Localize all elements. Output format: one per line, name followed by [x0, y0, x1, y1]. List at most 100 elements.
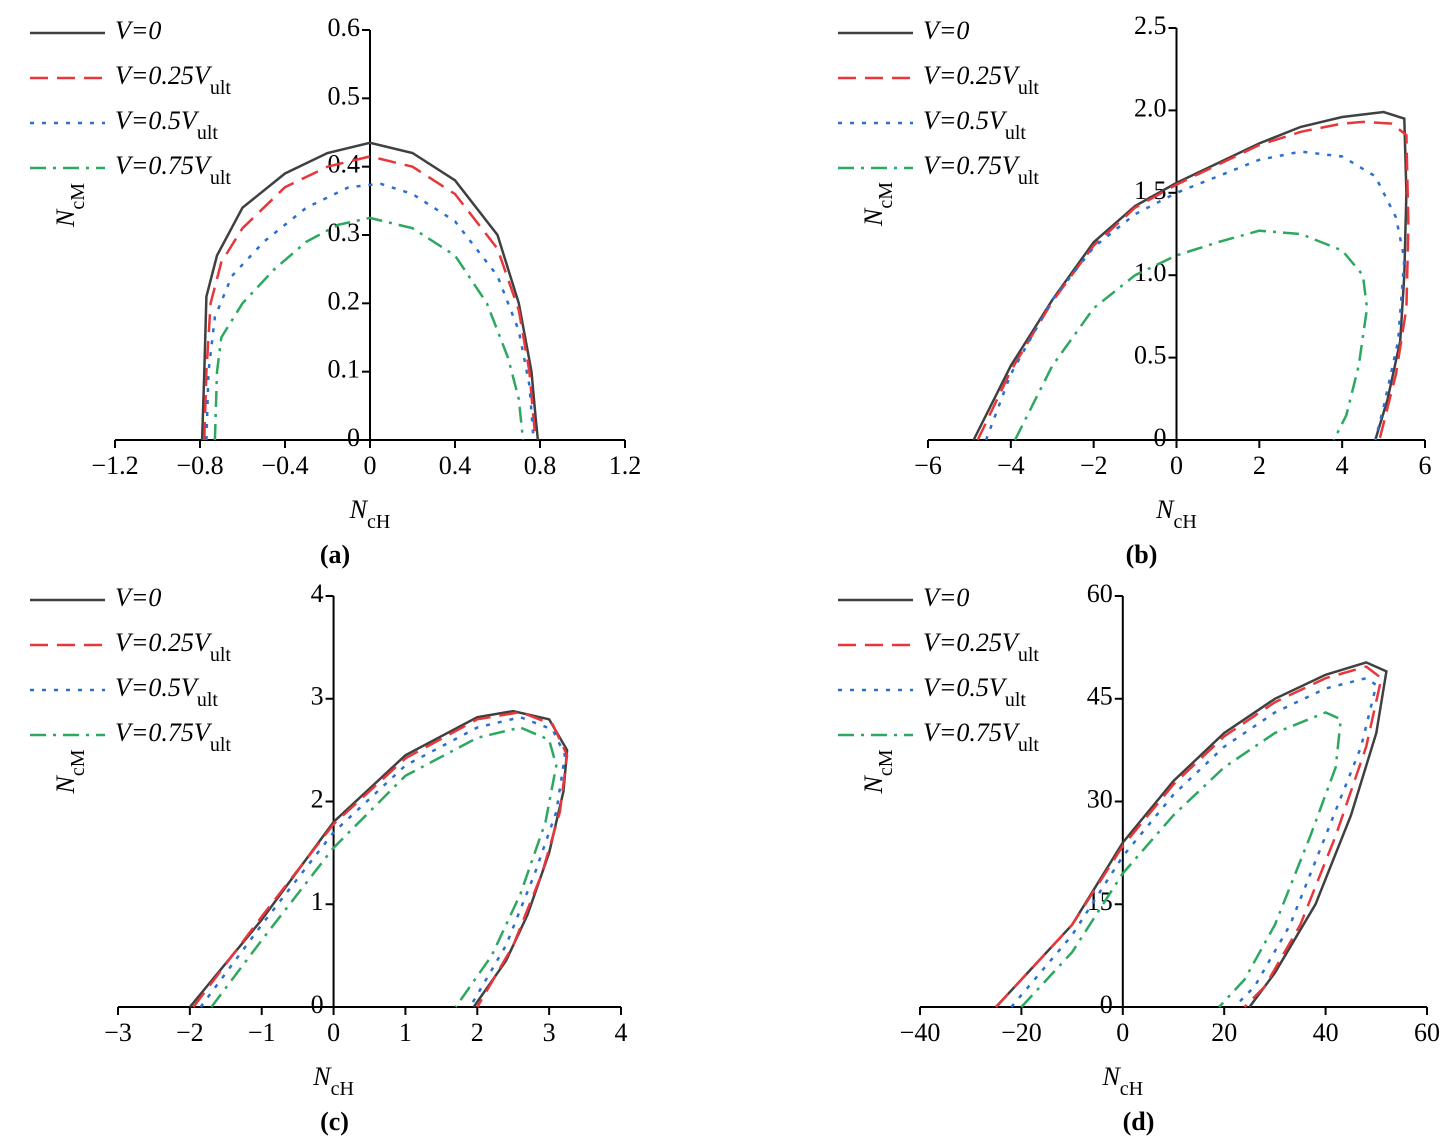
panel: −40 −20 0 20 40 60015304560V=0V=0.25VultV=0.5… [838, 579, 1440, 1136]
legend-label: V=0 [115, 16, 161, 45]
x-tick-label: 2 [471, 1018, 484, 1047]
series-line [1013, 229, 1369, 441]
legend-label-sub: ult [197, 122, 219, 144]
legend-label-sub: ult [210, 167, 232, 189]
y-tick-label: 0 [1100, 990, 1113, 1019]
legend-label: V=0.25Vult [923, 628, 1039, 666]
legend-label-sub: ult [1005, 689, 1027, 711]
x-axis-label-main: N [349, 495, 369, 524]
series-line [995, 665, 1383, 1008]
legend-label: V=0 [115, 583, 161, 612]
legend-label: V=0.25Vult [115, 628, 231, 666]
panel: −3 −2 −1 0 1 2 3 401234V=0V=0.25VultV=0.5VultV=… [30, 579, 628, 1136]
y-tick-label: 2.0 [1134, 93, 1167, 122]
panel: −1.2 −0.8 −0.4 0 0.4 0.8 1.200.10.20.30.40.50.… [30, 13, 641, 569]
x-axis-label: NcH [1101, 1062, 1143, 1100]
series-line [192, 710, 569, 1008]
x-tick-label: −3 [104, 1018, 132, 1047]
y-axis-label-sub: cM [875, 182, 897, 209]
x-tick-label: 0 [327, 1018, 340, 1047]
x-axis-label-main: N [1155, 495, 1175, 524]
x-tick-label: 2 [1253, 451, 1266, 480]
x-tick-label: 1 [399, 1018, 412, 1047]
y-tick-label: 45 [1087, 682, 1113, 711]
x-tick-label: 0.8 [524, 451, 557, 480]
legend-label-main: V=0.75V [923, 151, 1021, 180]
y-tick-label: 0.5 [328, 81, 361, 110]
legend-label-main: V=0.25V [923, 61, 1021, 90]
y-tick-label: 0 [1154, 423, 1167, 452]
y-axis-label-sub: cM [67, 749, 89, 776]
y-axis-label-main: N [859, 775, 888, 795]
x-tick-label: 0 [1170, 451, 1183, 480]
legend-label-main: V=0.75V [115, 151, 213, 180]
series-line [199, 715, 567, 1008]
x-tick-label: −40 [900, 1018, 941, 1047]
legend-label-main: V=0 [115, 583, 161, 612]
series-line [188, 709, 569, 1008]
y-tick-label: 0.4 [328, 150, 361, 179]
series-line [995, 661, 1388, 1008]
y-axis-label-main: N [51, 208, 80, 228]
x-tick-label: 6 [1419, 451, 1432, 480]
legend-label-main: V=0.5V [115, 106, 200, 135]
x-tick-label: −2 [176, 1018, 204, 1047]
y-tick-label: 3 [311, 682, 324, 711]
x-axis-label: NcH [312, 1062, 354, 1100]
legend-label-sub: ult [197, 689, 219, 711]
series-line [984, 150, 1406, 441]
series-line [213, 216, 525, 441]
legend-label-sub: ult [210, 644, 232, 666]
y-tick-label: 0.5 [1134, 341, 1167, 370]
legend-label-main: V=0.5V [115, 673, 200, 702]
y-tick-label: 1 [311, 887, 324, 916]
y-tick-label: 2 [311, 784, 324, 813]
x-tick-label: −0.4 [261, 451, 308, 480]
x-tick-label: −6 [914, 451, 942, 480]
panel-caption: (d) [1123, 1107, 1155, 1136]
y-tick-label: 0 [347, 423, 360, 452]
x-axis-label: NcH [349, 495, 391, 533]
legend-label-main: V=0 [923, 16, 969, 45]
legend-label: V=0.5Vult [923, 673, 1026, 711]
legend-label: V=0 [923, 16, 969, 45]
legend-label-sub: ult [1018, 167, 1040, 189]
y-axis-label-sub: cM [67, 183, 89, 210]
y-tick-label: 0 [311, 990, 324, 1019]
y-tick-label: 2.5 [1134, 11, 1167, 40]
y-tick-label: 0.1 [328, 355, 361, 384]
x-tick-label: 20 [1211, 1018, 1237, 1047]
panel-caption: (b) [1126, 540, 1158, 569]
y-axis-label-main: N [51, 775, 80, 795]
x-tick-label: 40 [1313, 1018, 1339, 1047]
y-axis-label-main: N [859, 207, 888, 227]
legend-label-main: V=0 [115, 16, 161, 45]
x-tick-label: 1.2 [609, 451, 642, 480]
x-tick-label: 0 [1116, 1018, 1129, 1047]
y-axis-label-sub: cM [875, 749, 897, 776]
legend-label-main: V=0.5V [923, 673, 1008, 702]
legend-label-sub: ult [1018, 77, 1040, 99]
legend-label-main: V=0.5V [923, 106, 1008, 135]
legend-label-main: V=0.25V [115, 61, 213, 90]
legend-label-main: V=0.75V [923, 718, 1021, 747]
x-tick-label: −1 [248, 1018, 276, 1047]
x-tick-label: 0 [364, 451, 377, 480]
legend-label: V=0.75Vult [923, 151, 1039, 189]
series-line [200, 141, 540, 441]
x-tick-label: −20 [1001, 1018, 1042, 1047]
legend-label-main: V=0.75V [115, 718, 213, 747]
legend-label-sub: ult [1005, 122, 1027, 144]
legend-label-sub: ult [210, 77, 232, 99]
x-axis-label-main: N [312, 1062, 332, 1091]
x-tick-label: −1.2 [91, 451, 138, 480]
series-line [203, 155, 538, 441]
x-axis-label-sub: cH [1174, 511, 1197, 533]
panel-caption: (a) [320, 540, 350, 569]
series-line [210, 726, 558, 1008]
y-axis-label: NcM [51, 749, 89, 794]
x-tick-label: 3 [543, 1018, 556, 1047]
legend-label: V=0.75Vult [115, 151, 231, 189]
y-tick-label: 4 [311, 579, 324, 608]
